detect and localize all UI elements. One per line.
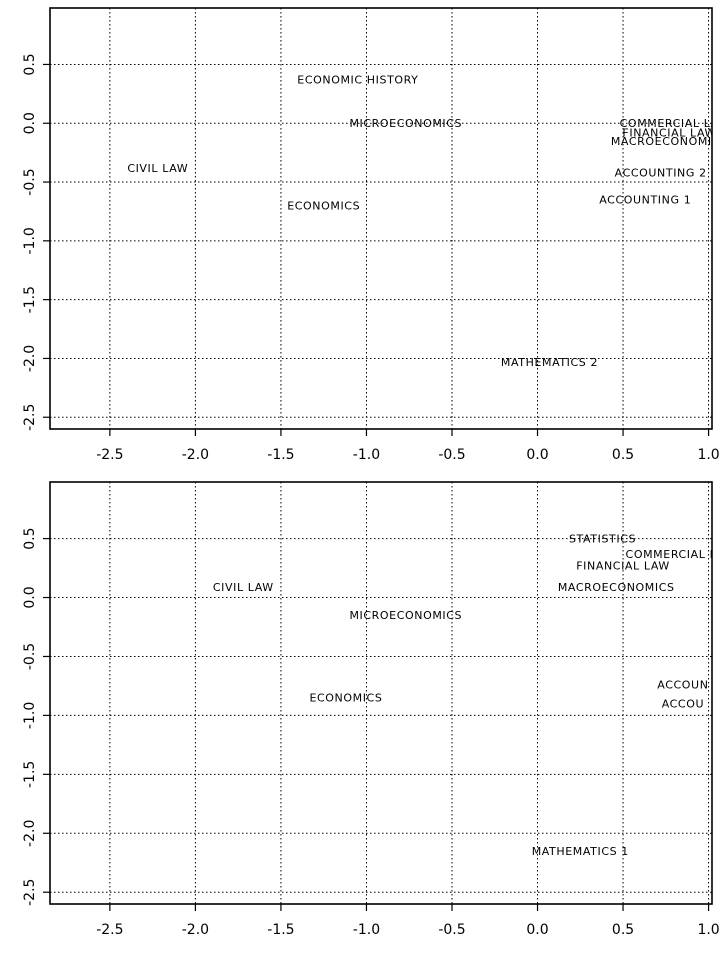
plot-frame	[49, 7, 713, 430]
x-tick-label: -0.5	[438, 922, 465, 938]
y-tick-label: -1.5	[22, 761, 38, 788]
point-label: CIVIL LAW	[213, 581, 274, 594]
x-tick-label: 0.0	[526, 447, 548, 463]
x-tick-label: 1.0	[697, 922, 719, 938]
point-label: MACROECONOMICS	[558, 581, 675, 594]
point-label: FINANCIAL LAW	[622, 127, 716, 140]
x-tick-label: 0.0	[526, 922, 548, 938]
x-tick-label: -2.5	[96, 447, 123, 463]
y-tick-label: -0.5	[22, 168, 38, 195]
y-tick-label: 0.0	[22, 112, 38, 134]
x-tick-label: -1.0	[353, 922, 380, 938]
point-label: STATISTICS	[569, 533, 636, 546]
x-tick-label: -0.5	[438, 447, 465, 463]
point-label: ECONOMIC HISTORY	[297, 74, 418, 87]
point-label: COMMERCIAL L	[626, 548, 717, 561]
y-tick-label: -1.0	[22, 227, 38, 254]
x-tick-label: -1.0	[353, 447, 380, 463]
point-label: ACCOUNTING 1	[599, 194, 691, 207]
point-label: MATHEMATICS 2	[501, 356, 598, 369]
point-label: ACCOU	[662, 698, 704, 711]
x-tick-label: -2.5	[96, 922, 123, 938]
point-label: ECONOMICS	[309, 692, 382, 705]
y-tick-label: -2.5	[22, 879, 38, 906]
y-tick-label: -2.5	[22, 404, 38, 431]
point-label: CIVIL LAW	[127, 162, 188, 175]
y-tick-label: -2.0	[22, 820, 38, 847]
point-label: MATHEMATICS 1	[532, 845, 629, 858]
point-label: ACCOUN	[657, 679, 708, 692]
point-label: ACCOUNTING 2	[615, 167, 707, 180]
x-tick-label: 0.5	[612, 922, 634, 938]
y-tick-label: 0.5	[22, 53, 38, 75]
y-tick-label: -1.0	[22, 702, 38, 729]
x-tick-label: -1.5	[267, 922, 294, 938]
y-tick-label: -0.5	[22, 643, 38, 670]
x-tick-label: 0.5	[612, 447, 634, 463]
y-tick-label: 0.5	[22, 527, 38, 549]
plot-frame	[49, 481, 713, 905]
point-label: COMMERCIAL LA	[620, 117, 719, 130]
x-tick-label: -1.5	[267, 447, 294, 463]
point-label: MICROECONOMICS	[349, 117, 462, 130]
point-label: MACROECONOMICS	[611, 135, 721, 148]
y-tick-label: -2.0	[22, 345, 38, 372]
x-tick-label: 1.0	[697, 447, 719, 463]
point-label: FINANCIAL LAW	[576, 560, 670, 573]
point-label: MICROECONOMICS	[349, 609, 462, 622]
point-labels: ECONOMIC HISTORY MICROECONOMICS CIVIL LAW E…	[127, 74, 721, 369]
chart-panel-2: -2.5 -2.0 -1.5 -1.0 -0.5 0.0 0.5 1.0 -2.5 -2.0 -1.…	[22, 481, 720, 938]
x-tick-label: -2.0	[182, 447, 209, 463]
y-tick-label: 0.0	[22, 586, 38, 608]
y-tick-label: -1.5	[22, 286, 38, 313]
chart-panel-1: -2.5 -2.0 -1.5 -1.0 -0.5 0.0 0.5 1.0 -2.5 -2.0 -1.…	[22, 7, 721, 463]
point-label: ECONOMICS	[287, 200, 360, 213]
x-tick-label: -2.0	[182, 922, 209, 938]
